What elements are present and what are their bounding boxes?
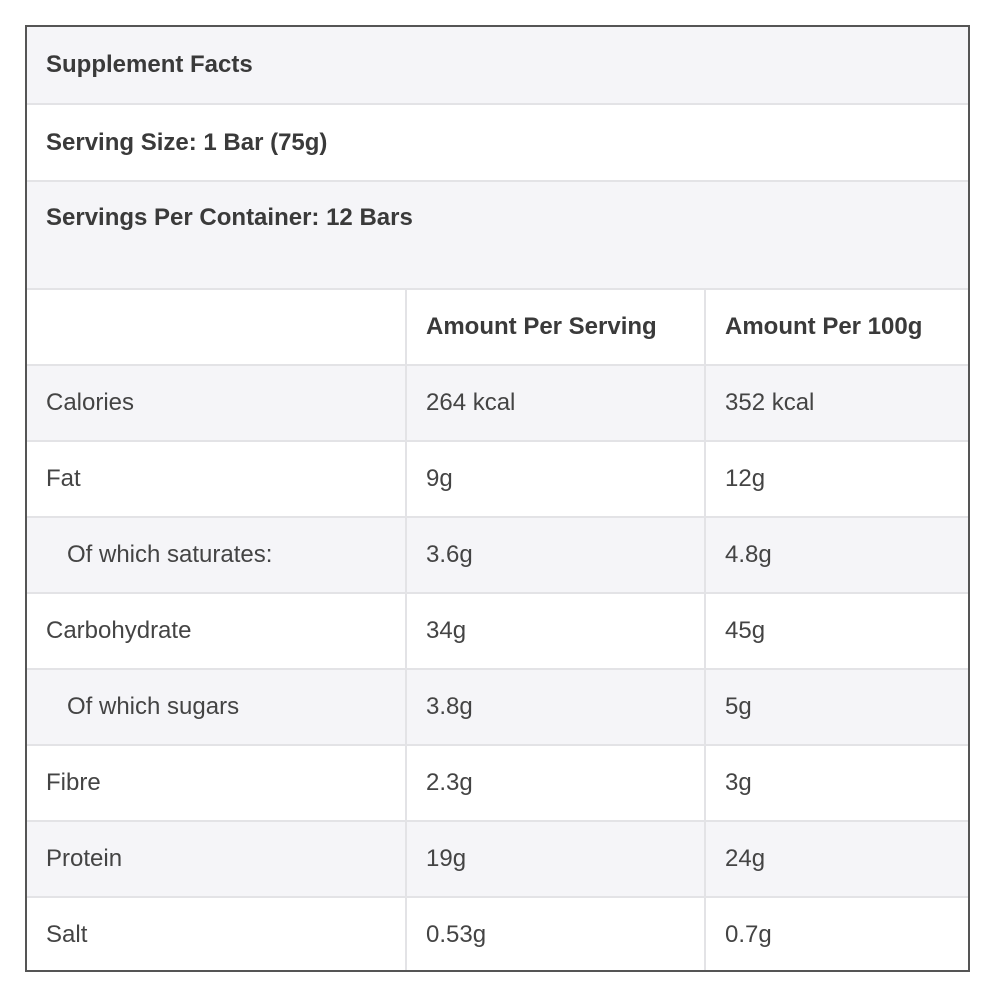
per-serving-value: 3.6g xyxy=(407,518,704,592)
nutrient-name: Fibre xyxy=(27,746,405,820)
table-header-row: Amount Per Serving Amount Per 100g xyxy=(27,290,968,364)
per-100g-value: 352 kcal xyxy=(706,366,968,440)
column-header-per-serving: Amount Per Serving xyxy=(407,290,704,364)
per-100g-value: 24g xyxy=(706,822,968,896)
nutrient-name: Protein xyxy=(27,822,405,896)
serving-size: Serving Size: 1 Bar (75g) xyxy=(27,105,968,180)
per-100g-value: 5g xyxy=(706,670,968,744)
table-row: Fat 9g 12g xyxy=(27,442,968,516)
per-serving-value: 34g xyxy=(407,594,704,668)
per-100g-value: 0.7g xyxy=(706,898,968,970)
nutrient-name: Carbohydrate xyxy=(27,594,405,668)
supplement-facts-panel: Supplement Facts Serving Size: 1 Bar (75… xyxy=(25,25,970,972)
nutrient-name: Fat xyxy=(27,442,405,516)
table-row: Of which saturates: 3.6g 4.8g xyxy=(27,518,968,592)
nutrient-name: Calories xyxy=(27,366,405,440)
per-serving-value: 264 kcal xyxy=(407,366,704,440)
per-serving-value: 9g xyxy=(407,442,704,516)
column-header-per-100g: Amount Per 100g xyxy=(706,290,968,364)
per-serving-value: 3.8g xyxy=(407,670,704,744)
per-100g-value: 45g xyxy=(706,594,968,668)
per-serving-value: 19g xyxy=(407,822,704,896)
per-100g-value: 12g xyxy=(706,442,968,516)
nutrient-name: Of which saturates: xyxy=(27,518,405,592)
table-row: Fibre 2.3g 3g xyxy=(27,746,968,820)
per-100g-value: 3g xyxy=(706,746,968,820)
panel-title: Supplement Facts xyxy=(27,27,968,103)
table-row: Carbohydrate 34g 45g xyxy=(27,594,968,668)
column-header-nutrient xyxy=(27,290,405,364)
table-row: Calories 264 kcal 352 kcal xyxy=(27,366,968,440)
per-serving-value: 2.3g xyxy=(407,746,704,820)
table-row: Salt 0.53g 0.7g xyxy=(27,898,968,970)
table-row: Protein 19g 24g xyxy=(27,822,968,896)
nutrient-name: Salt xyxy=(27,898,405,970)
per-serving-value: 0.53g xyxy=(407,898,704,970)
nutrition-table: Amount Per Serving Amount Per 100g Calor… xyxy=(27,290,968,970)
servings-per-container: Servings Per Container: 12 Bars xyxy=(27,182,968,288)
table-row: Of which sugars 3.8g 5g xyxy=(27,670,968,744)
nutrient-name: Of which sugars xyxy=(27,670,405,744)
per-100g-value: 4.8g xyxy=(706,518,968,592)
